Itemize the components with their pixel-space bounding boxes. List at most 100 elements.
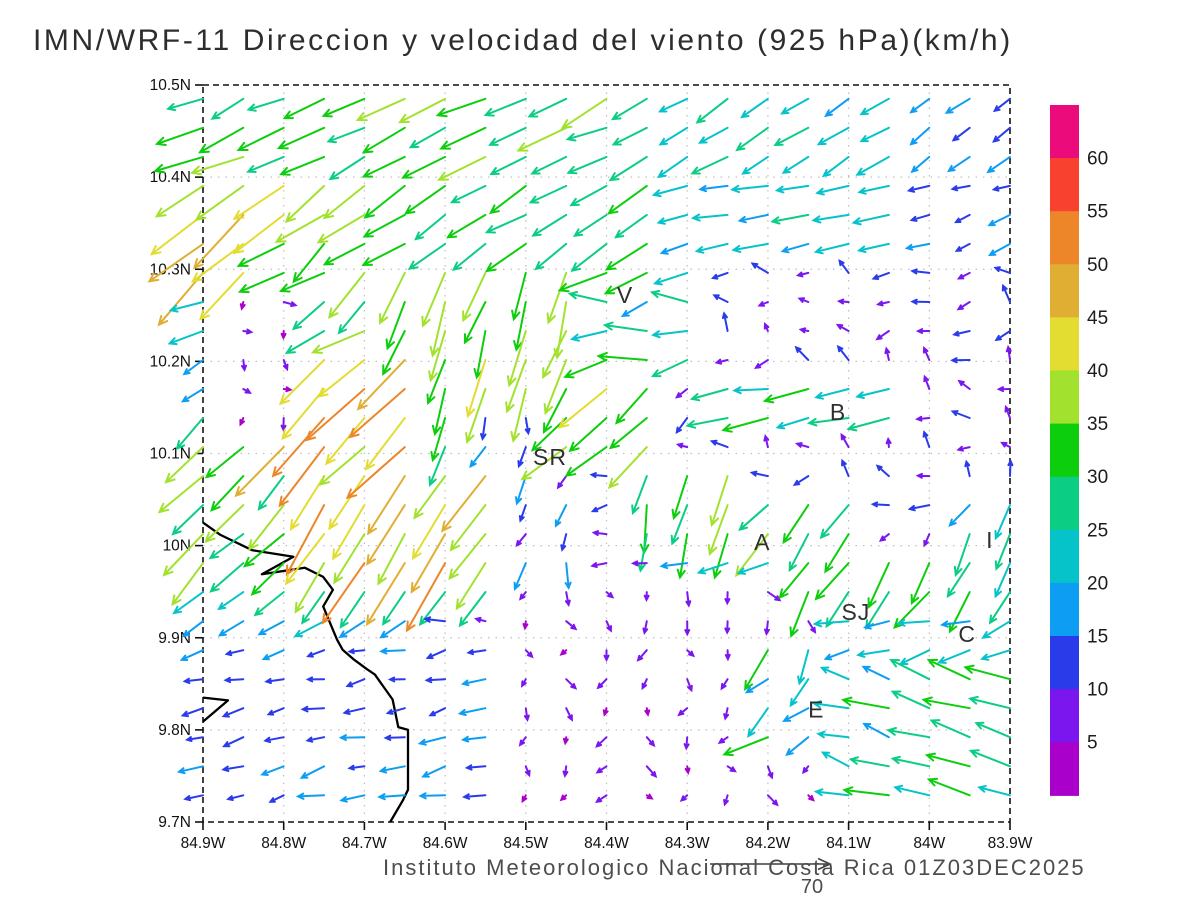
footer-credit: Instituto Meteorologico Nacional Costa R… xyxy=(383,855,1086,880)
wind-arrow xyxy=(278,446,326,508)
wind-arrow xyxy=(338,734,366,741)
wind-arrow xyxy=(356,359,406,411)
wind-arrow xyxy=(379,647,406,655)
wind-arrow xyxy=(650,359,689,378)
wind-arrow xyxy=(171,562,204,607)
wind-arrow xyxy=(987,213,1011,227)
wind-arrow xyxy=(732,386,769,395)
wind-arrow xyxy=(171,504,204,536)
wind-arrow xyxy=(385,301,406,351)
wind-arrow xyxy=(305,676,326,683)
wind-arrow xyxy=(328,155,366,181)
wind-arrow xyxy=(362,213,406,238)
wind-arrow xyxy=(489,155,527,176)
wind-arrow xyxy=(562,765,569,778)
wind-arrow xyxy=(464,764,487,771)
chart-title: IMN/WRF-11 Direccion y velocidad del vie… xyxy=(33,24,1013,57)
wind-arrow xyxy=(291,301,326,331)
wind-arrow xyxy=(956,445,971,452)
colorbar-cell xyxy=(1050,317,1079,372)
wind-arrow xyxy=(565,678,578,690)
wind-arrow xyxy=(345,678,366,688)
wind-arrow xyxy=(675,417,689,435)
wind-arrow xyxy=(893,784,931,797)
wind-arrow xyxy=(449,504,487,552)
wind-arrow xyxy=(451,242,487,272)
y-axis-tick-label: 10.4N xyxy=(150,169,191,186)
wind-arrow xyxy=(737,213,769,224)
colorbar-tick-label: 15 xyxy=(1087,627,1108,648)
wind-arrow xyxy=(770,213,810,225)
wind-arrow xyxy=(946,562,971,599)
wind-vectors xyxy=(147,97,1014,807)
wind-arrow xyxy=(410,533,447,594)
wind-arrow xyxy=(570,242,608,273)
wind-arrow xyxy=(863,620,890,630)
colorbar-cell xyxy=(1050,211,1079,265)
wind-arrow xyxy=(885,436,892,449)
wind-arrow xyxy=(154,184,204,218)
wind-arrow xyxy=(282,359,289,372)
wind-arrow xyxy=(823,649,850,661)
wind-arrow xyxy=(421,765,447,778)
wind-arrow xyxy=(924,752,971,768)
y-axis-tick-label: 10.5N xyxy=(150,77,191,94)
wind-arrow xyxy=(731,242,769,253)
wind-arrow xyxy=(764,620,770,636)
wind-arrow xyxy=(564,562,572,591)
wind-arrow xyxy=(183,794,204,802)
wind-arrow xyxy=(204,504,245,543)
wind-arrow xyxy=(431,388,447,437)
wind-arrow xyxy=(953,533,971,577)
wind-arrow xyxy=(608,417,648,450)
wind-arrow xyxy=(862,722,890,739)
wind-arrow xyxy=(811,213,850,224)
wind-arrow xyxy=(530,155,568,175)
wind-arrow xyxy=(466,649,487,656)
wind-arrow xyxy=(857,184,890,195)
wind-arrow xyxy=(332,504,366,561)
wind-arrow xyxy=(257,620,285,636)
wind-arrow xyxy=(300,705,326,713)
colorbar-cell xyxy=(1050,423,1079,478)
wind-arrow xyxy=(179,649,204,661)
wind-arrow xyxy=(457,707,487,716)
wind-arrow xyxy=(712,533,729,580)
wind-arrow xyxy=(531,213,568,237)
wind-arrow xyxy=(690,213,729,222)
wind-arrow xyxy=(460,678,487,687)
wind-arrow xyxy=(815,184,850,196)
wind-arrow xyxy=(904,242,931,251)
wind-arrow xyxy=(345,446,406,500)
colorbar-cell xyxy=(1050,158,1079,212)
wind-arrow xyxy=(602,321,648,332)
wind-arrow xyxy=(658,126,689,146)
wind-arrow xyxy=(991,184,1011,192)
wind-arrow xyxy=(744,649,769,691)
wind-arrow xyxy=(448,533,487,581)
wind-arrow xyxy=(167,330,204,346)
wind-arrow xyxy=(950,357,971,364)
wind-arrow xyxy=(614,388,648,425)
wind-arrow xyxy=(232,213,285,255)
wind-arrow xyxy=(355,97,406,122)
wind-arrow xyxy=(651,184,689,198)
colorbar-tick-label: 10 xyxy=(1087,680,1108,701)
wind-arrow xyxy=(836,298,850,305)
wind-arrow xyxy=(246,97,285,112)
reference-vector-label: 70 xyxy=(801,876,823,898)
wind-arrow xyxy=(812,619,850,628)
wind-arrow xyxy=(566,155,608,175)
colorbar-cell xyxy=(1050,582,1079,637)
wind-arrow xyxy=(506,330,527,388)
wind-arrow xyxy=(474,616,487,623)
wind-arrow xyxy=(293,620,326,638)
wind-arrow xyxy=(763,321,770,332)
colorbar-cell xyxy=(1050,742,1079,796)
wind-arrow xyxy=(595,736,608,748)
wind-arrow xyxy=(236,242,285,267)
wind-arrow xyxy=(806,417,850,427)
wind-arrow xyxy=(405,562,447,633)
wind-arrow xyxy=(896,619,931,627)
wind-arrow xyxy=(878,533,890,542)
